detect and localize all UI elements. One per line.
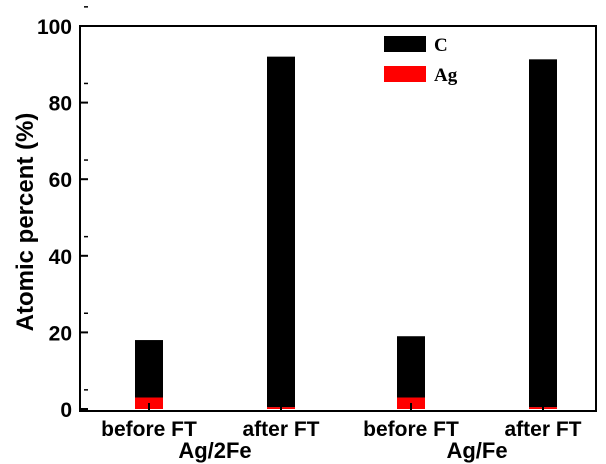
x-tick-label: after FT (504, 418, 581, 441)
legend: C Ag (384, 35, 458, 86)
bars-layer (135, 56, 557, 409)
x-group-label: Ag/Fe (446, 438, 507, 463)
x-tick-label: after FT (242, 418, 319, 441)
x-tick-label: before FT (101, 418, 197, 441)
x-axis-group-labels: Ag/2Fe Ag/Fe (178, 438, 507, 463)
y-tick-label: 100 (37, 16, 72, 39)
y-tick-label: 80 (49, 93, 72, 116)
legend-swatch-ag (384, 66, 426, 82)
bar-c-1 (267, 56, 295, 408)
y-axis-label: Atomic percent (%) (12, 113, 39, 332)
legend-label-ag: Ag (434, 65, 458, 86)
bar-c-3 (529, 59, 557, 408)
bar-c-2 (397, 336, 425, 398)
x-group-label: Ag/2Fe (178, 438, 251, 463)
legend-label-c: C (434, 35, 448, 56)
legend-swatch-c (384, 36, 426, 52)
x-axis-category-labels: before FT after FT before FT after FT (101, 403, 582, 441)
y-tick-label: 20 (49, 322, 72, 345)
y-tick-label: 60 (49, 169, 72, 192)
y-tick-label: 40 (49, 246, 72, 269)
y-tick-label: 0 (60, 399, 72, 422)
bar-c-0 (135, 340, 163, 398)
x-tick-label: before FT (363, 418, 459, 441)
y-axis-ticks: 0 20 40 60 80 100 (37, 6, 88, 422)
plot-frame (79, 25, 597, 412)
